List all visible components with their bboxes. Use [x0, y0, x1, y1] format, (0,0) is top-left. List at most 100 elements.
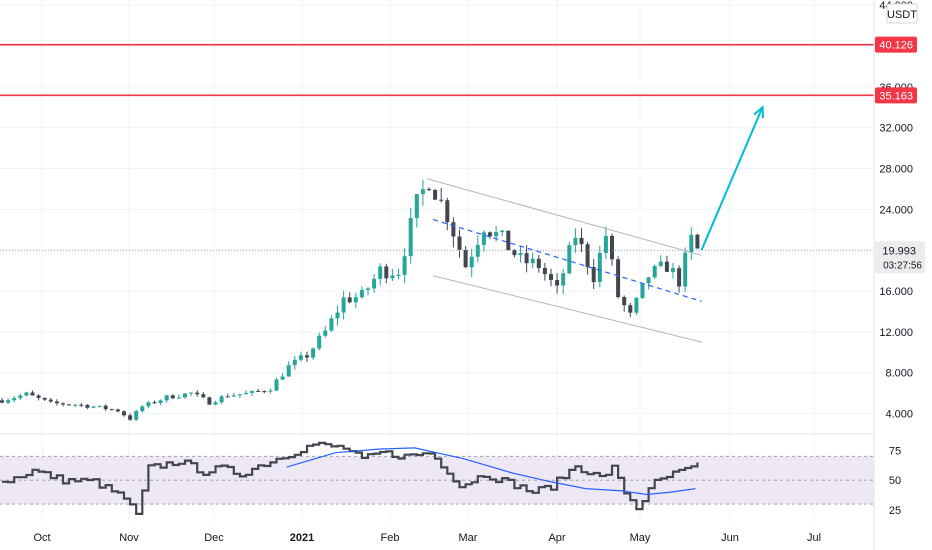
y-tick-label: 4.000 — [885, 409, 913, 421]
last-price-tag[interactable] — [875, 241, 925, 274]
price-axis[interactable]: 4.0008.00012.00016.00020.00024.00028.000… — [875, 0, 925, 517]
candle-body — [237, 394, 242, 396]
candle-body — [195, 392, 200, 395]
candle-body — [591, 267, 596, 282]
candle — [347, 292, 352, 304]
candle-body — [561, 273, 566, 286]
candle-body — [140, 406, 145, 412]
candle-body — [640, 283, 645, 298]
candle-body — [146, 402, 151, 407]
candle-body — [451, 222, 456, 237]
candle-body — [384, 266, 389, 279]
candle — [176, 394, 181, 400]
currency-badge[interactable]: USDT — [886, 3, 918, 24]
candle-body — [329, 318, 334, 331]
candle — [689, 227, 694, 261]
candle-body — [353, 297, 358, 303]
candle-body — [18, 395, 23, 399]
y-tick-label: 24.000 — [879, 204, 913, 216]
candle-body — [201, 394, 206, 398]
price-levels[interactable] — [0, 43, 874, 251]
candle-body — [603, 235, 608, 253]
candle-body — [24, 392, 29, 396]
candle-body — [506, 230, 511, 251]
channel-mid[interactable] — [432, 218, 702, 302]
candle-body — [402, 256, 407, 275]
candle — [97, 405, 102, 408]
candle-body — [610, 235, 614, 260]
drawings[interactable] — [426, 105, 765, 343]
candle-body — [408, 218, 413, 257]
candle — [122, 410, 126, 417]
candle-body — [488, 232, 492, 237]
candle — [183, 393, 187, 399]
candle — [274, 377, 279, 391]
x-tick-label: Mar — [459, 532, 478, 544]
candle — [664, 255, 669, 273]
candle-body — [91, 406, 96, 408]
candle — [311, 347, 316, 360]
candle — [213, 400, 218, 406]
candle-body — [542, 268, 547, 275]
channel-lower[interactable] — [432, 275, 702, 343]
x-tick-label: Jun — [721, 532, 739, 544]
candle — [390, 268, 395, 281]
candle — [671, 262, 675, 279]
candle — [79, 402, 84, 408]
candle-body — [219, 396, 224, 403]
candle — [384, 263, 389, 284]
candle — [488, 231, 492, 240]
candle-body — [317, 335, 322, 349]
candle-body — [683, 252, 688, 287]
x-tick-label: Dec — [204, 532, 224, 544]
y-tick-label: 16.000 — [879, 286, 913, 298]
channel-upper[interactable] — [426, 178, 702, 256]
candle-body — [115, 409, 120, 412]
candle-body — [79, 404, 84, 406]
candle — [140, 405, 145, 413]
candle — [372, 273, 377, 293]
x-tick-label: Feb — [381, 532, 400, 544]
time-axis[interactable]: Oct Nov Dec 2021 Feb Mar Apr May Jun Jul — [33, 532, 821, 544]
candle — [158, 399, 163, 406]
breakout-arrow-head — [753, 105, 765, 119]
candle — [433, 188, 438, 200]
candle — [207, 396, 212, 405]
y-tick-label: 12.000 — [879, 327, 913, 339]
y-tick-label: 32.000 — [879, 123, 913, 135]
candle-body — [73, 404, 78, 406]
candle-body — [475, 244, 480, 257]
candle — [549, 268, 553, 287]
candle-body — [366, 288, 370, 290]
candle-body — [42, 397, 47, 400]
x-tick-label: 2021 — [290, 532, 314, 544]
candle — [250, 390, 255, 396]
candle — [469, 248, 474, 277]
candle-body — [689, 234, 694, 253]
candle-body — [6, 400, 11, 403]
candle — [85, 404, 90, 410]
candle-body — [207, 397, 212, 405]
price-level-tag[interactable] — [875, 87, 917, 104]
candle — [292, 355, 297, 370]
candle-body — [622, 297, 627, 306]
candle — [408, 207, 413, 264]
candle-body — [36, 395, 41, 398]
rsi-tick-label: 25 — [889, 505, 901, 517]
candle-body — [469, 256, 474, 268]
candle-body — [97, 405, 102, 407]
candle — [677, 265, 682, 293]
candle-body — [134, 411, 139, 420]
candle-body — [54, 401, 59, 404]
price-level-tag[interactable] — [875, 36, 917, 53]
candle — [524, 245, 529, 273]
candle — [18, 393, 23, 400]
candle — [610, 233, 614, 266]
candle-body — [274, 379, 279, 391]
candle — [201, 392, 206, 399]
candle-body — [61, 403, 65, 405]
breakout-arrow[interactable] — [700, 106, 764, 251]
candle-body — [463, 249, 468, 268]
candle — [591, 258, 596, 290]
